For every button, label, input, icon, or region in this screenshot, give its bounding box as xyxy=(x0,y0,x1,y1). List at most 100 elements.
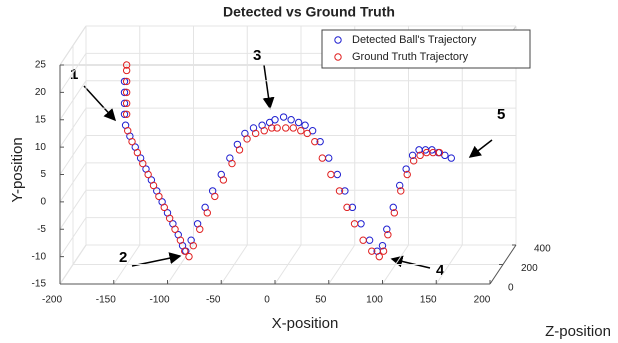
point xyxy=(333,170,342,179)
point xyxy=(273,124,281,132)
point xyxy=(124,127,132,135)
x-tick-label: -50 xyxy=(206,295,221,306)
point xyxy=(389,203,397,212)
x-tick-label: -200 xyxy=(42,295,62,306)
point xyxy=(189,241,198,250)
point xyxy=(383,225,391,233)
point xyxy=(260,127,268,135)
point xyxy=(316,137,324,146)
y-tick-label: 20 xyxy=(35,87,47,98)
point xyxy=(435,148,444,157)
point xyxy=(409,157,418,165)
point xyxy=(297,127,305,135)
point xyxy=(144,170,152,179)
legend-marker xyxy=(334,53,342,61)
point xyxy=(396,181,404,190)
point xyxy=(325,154,333,162)
z-axis-label: Z-position xyxy=(545,323,611,340)
annotation: 3 xyxy=(253,47,261,64)
point xyxy=(196,225,204,233)
point xyxy=(359,236,367,244)
legend-marker xyxy=(334,36,342,44)
point xyxy=(120,88,129,97)
point xyxy=(176,236,185,244)
point xyxy=(251,129,260,138)
point xyxy=(294,118,303,127)
x-tick-label: 0 xyxy=(264,295,270,306)
point xyxy=(375,252,383,261)
point xyxy=(171,225,179,233)
point xyxy=(416,151,424,160)
point xyxy=(211,192,219,201)
z-tick-label: 200 xyxy=(521,263,538,274)
point xyxy=(408,151,417,160)
y-tick-label: 5 xyxy=(40,169,46,180)
annotation: 4 xyxy=(436,262,445,279)
point xyxy=(122,77,131,86)
point xyxy=(203,209,211,217)
point xyxy=(243,135,251,143)
annotation: 5 xyxy=(497,106,505,123)
annotation: 1 xyxy=(70,66,78,83)
x-tick-label: -100 xyxy=(149,295,169,306)
point xyxy=(282,124,290,132)
point xyxy=(365,236,374,244)
point xyxy=(228,159,236,168)
point xyxy=(289,124,297,132)
point xyxy=(327,170,335,179)
point xyxy=(402,165,410,173)
point xyxy=(390,209,399,217)
x-tick-label: 50 xyxy=(315,295,327,306)
point xyxy=(149,181,158,190)
y-tick-label: 25 xyxy=(35,60,47,71)
point xyxy=(133,148,142,157)
point xyxy=(122,61,131,69)
point xyxy=(235,146,244,154)
x-tick-label: 100 xyxy=(366,295,383,306)
point xyxy=(379,247,388,255)
point xyxy=(318,154,326,162)
point xyxy=(287,116,295,124)
point xyxy=(447,154,455,162)
arrow xyxy=(83,85,117,122)
chart-title: Detected vs Ground Truth xyxy=(223,4,395,20)
point xyxy=(122,110,131,118)
point xyxy=(350,220,359,228)
point xyxy=(122,66,131,75)
point xyxy=(357,220,365,228)
y-axis-label: Y-position xyxy=(9,137,26,202)
point xyxy=(301,121,309,129)
point xyxy=(368,247,376,255)
point xyxy=(384,231,392,239)
point xyxy=(219,176,228,184)
legend-box xyxy=(321,29,531,69)
point xyxy=(120,99,129,108)
point xyxy=(335,187,344,195)
point xyxy=(120,77,129,86)
point xyxy=(185,252,193,261)
point xyxy=(343,203,351,212)
x-tick-label: 150 xyxy=(420,295,437,306)
x-tick-label: -150 xyxy=(96,295,116,306)
arrow xyxy=(468,139,493,158)
point xyxy=(181,247,189,255)
point xyxy=(268,124,276,132)
x-tick-label: 200 xyxy=(474,295,491,306)
annotations xyxy=(83,64,493,269)
point xyxy=(160,203,168,212)
y-tick-label: -10 xyxy=(32,251,47,262)
point xyxy=(341,187,349,195)
point xyxy=(403,170,411,179)
point xyxy=(303,129,311,138)
point xyxy=(155,192,163,201)
y-tick-label: 10 xyxy=(35,142,47,153)
y-tick-label: 15 xyxy=(35,114,47,125)
y-tick-label: -15 xyxy=(32,279,47,290)
point xyxy=(122,99,131,108)
arrow xyxy=(262,64,275,110)
x-axis-label: X-position xyxy=(272,315,339,332)
point xyxy=(311,137,319,146)
y-tick-label: -5 xyxy=(37,224,46,235)
point xyxy=(165,214,174,223)
